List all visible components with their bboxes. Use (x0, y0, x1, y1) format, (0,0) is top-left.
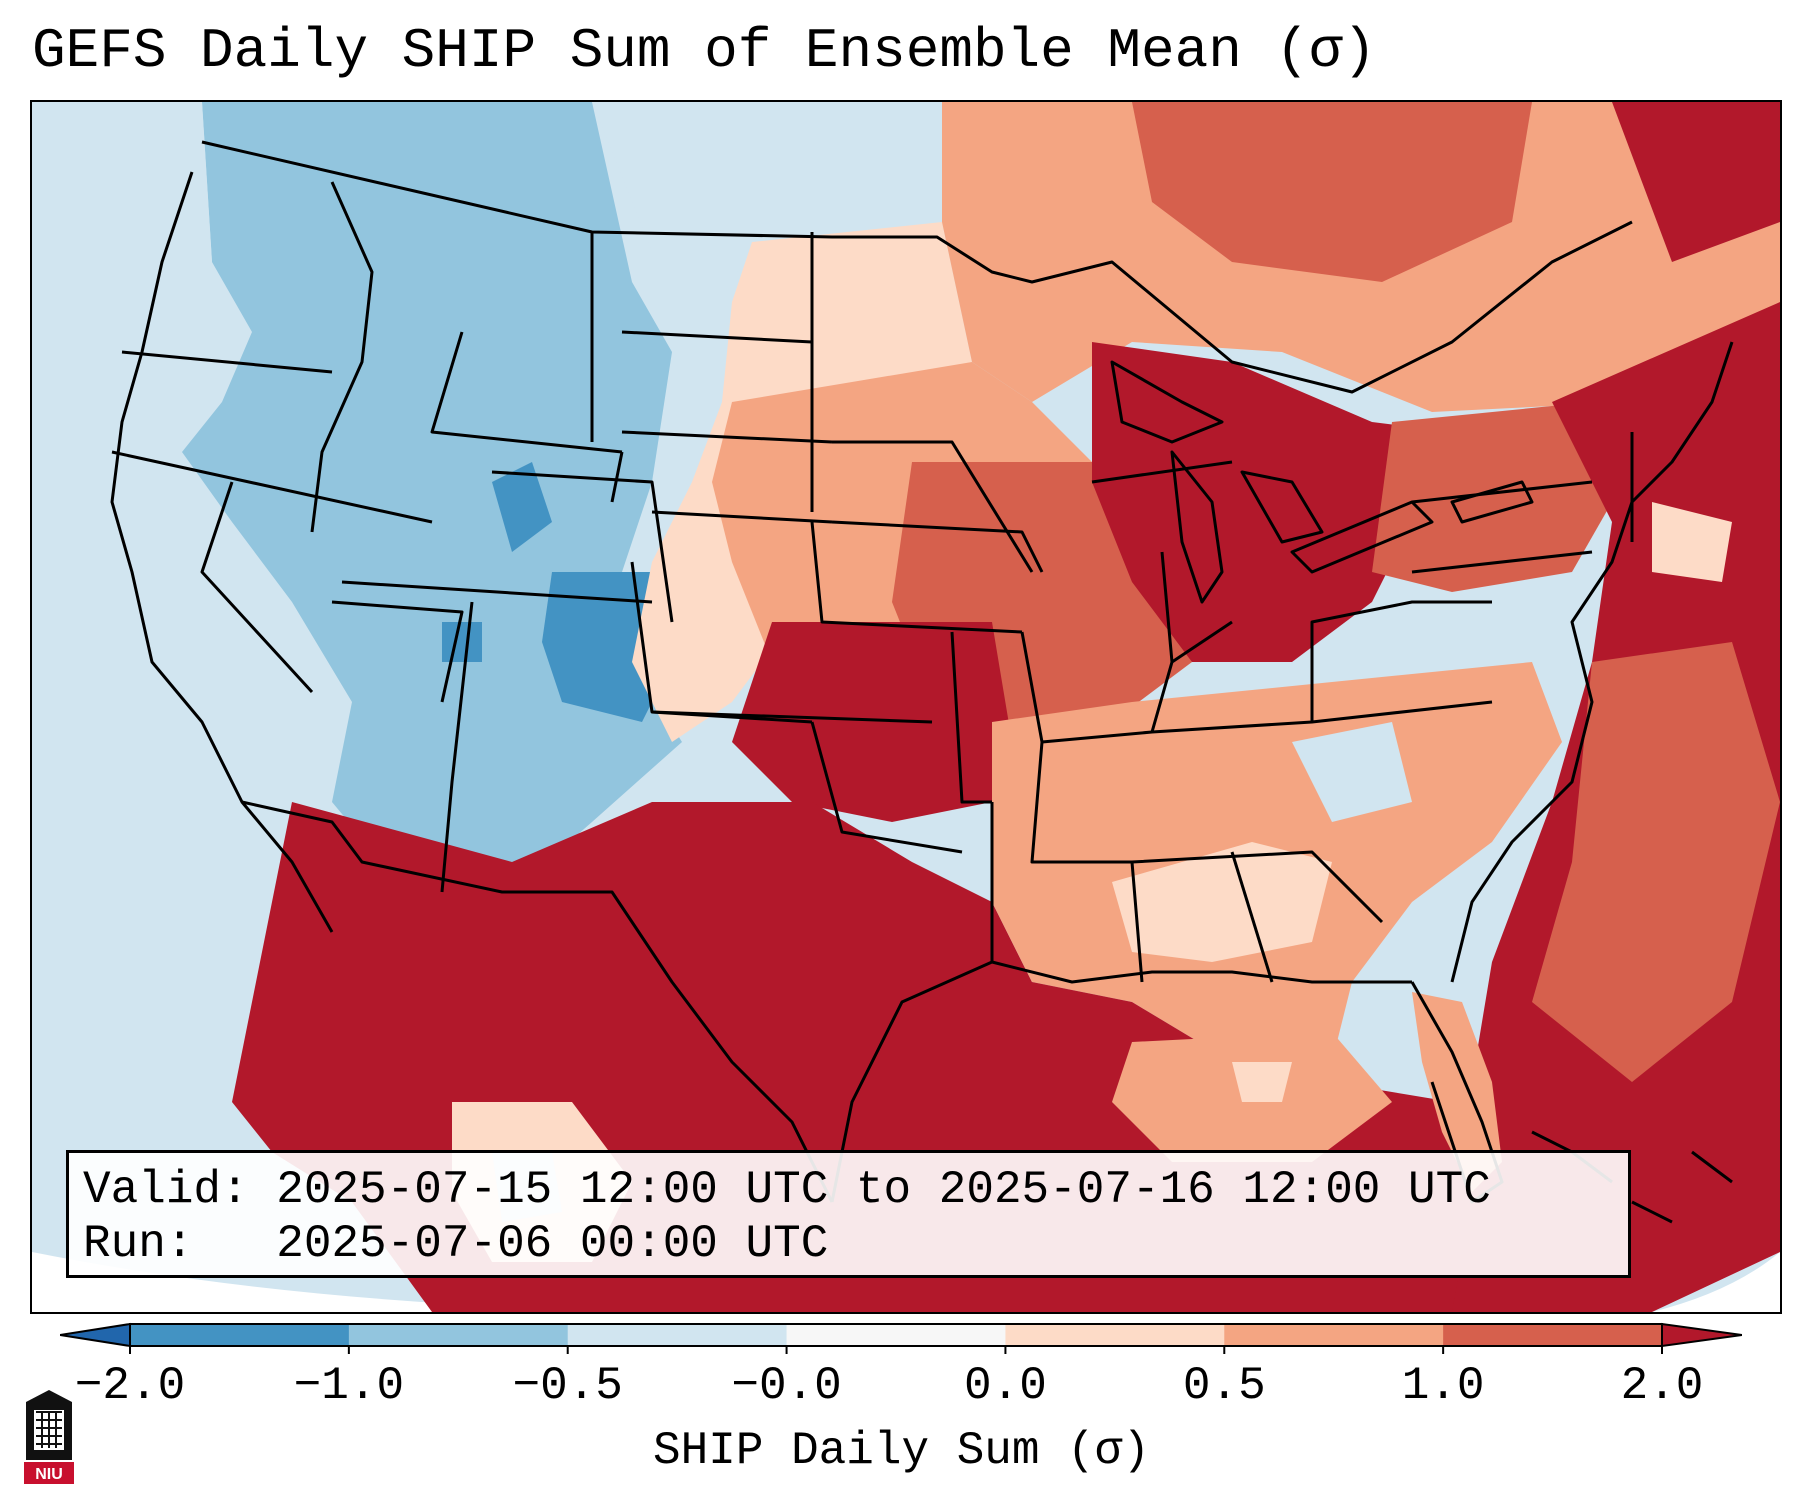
colorbar-tick-label: 2.0 (1620, 1360, 1704, 1412)
colorbar-segment (1005, 1324, 1225, 1346)
map-panel (30, 100, 1782, 1314)
colorbar-segment (130, 1324, 350, 1346)
colorbar-tick-label: −1.0 (293, 1360, 405, 1412)
colorbar-segment (1443, 1324, 1663, 1346)
valid-run-info-box: Valid: 2025-07-15 12:00 UTC to 2025-07-1… (66, 1150, 1631, 1278)
colorbar-extend-high (1661, 1322, 1742, 1348)
valid-time-text: Valid: 2025-07-15 12:00 UTC to 2025-07-1… (83, 1164, 1491, 1216)
colorbar-extend-low (60, 1322, 131, 1348)
colorbar-tick-label: 0.0 (964, 1360, 1047, 1412)
map-title: GEFS Daily SHIP Sum of Ensemble Mean (σ) (32, 19, 1377, 83)
run-time-text: Run: 2025-07-06 00:00 UTC (83, 1218, 829, 1270)
colorbar-tick-label: 1.0 (1401, 1360, 1485, 1412)
colorbar-segments (130, 1324, 1663, 1346)
colorbar-segment (786, 1324, 1006, 1346)
coastlines-and-borders (110, 140, 1734, 1224)
colorbar-tick-label: 0.5 (1182, 1360, 1266, 1412)
colorbar-tick-label: −2.0 (74, 1360, 186, 1412)
colorbar-segment (567, 1324, 788, 1346)
colorbar-tick-label: −0.5 (512, 1360, 623, 1412)
anomaly-map (32, 102, 1780, 1312)
niu-logo: NIU (24, 1390, 74, 1484)
colorbar-tick-label: −0.0 (731, 1360, 842, 1412)
colorbar-label: SHIP Daily Sum (σ) (653, 1425, 1150, 1477)
colorbar (60, 1322, 1742, 1354)
colorbar-segment (1224, 1324, 1444, 1346)
logo-text: NIU (35, 1466, 63, 1483)
colorbar-segment (348, 1324, 569, 1346)
